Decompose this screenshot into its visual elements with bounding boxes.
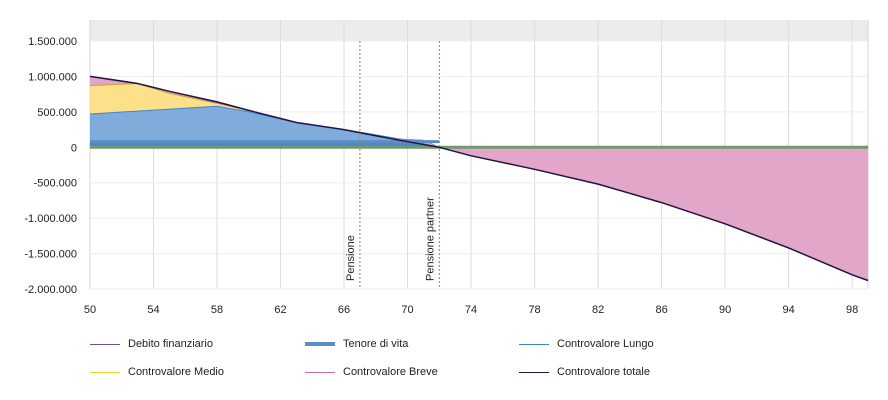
y-tick-label-0: 1.500.000 xyxy=(28,36,77,48)
x-tick-label-0: 50 xyxy=(84,304,96,316)
x-tick-label-5: 70 xyxy=(401,304,413,316)
legend-swatch-debito xyxy=(90,343,120,345)
legend-label-debito: Debito finanziario xyxy=(128,338,213,350)
x-tick-label-8: 82 xyxy=(592,304,604,316)
legend-item-debito[interactable]: Debito finanziario xyxy=(90,336,213,352)
markers: Pensione Pensione partner xyxy=(345,41,440,289)
legend-swatch-breve xyxy=(305,371,335,373)
x-tick-label-2: 58 xyxy=(211,304,223,316)
series-lines xyxy=(89,75,869,282)
legend-label-tenore: Tenore di vita xyxy=(343,338,409,350)
x-tick-label-4: 66 xyxy=(338,304,350,316)
marker-label-1: Pensione partner xyxy=(424,197,436,281)
line-controvalore-totale xyxy=(89,75,869,282)
x-tick-labels: 50 54 58 62 66 70 74 78 82 86 90 94 98 xyxy=(84,304,858,316)
x-tick-label-1: 54 xyxy=(147,304,159,316)
x-tick-label-12: 98 xyxy=(846,304,858,316)
x-tick-label-10: 90 xyxy=(719,304,731,316)
legend-label-lungo: Controvalore Lungo xyxy=(557,338,654,350)
y-tick-label-7: -2.000.000 xyxy=(24,284,77,296)
y-tick-labels: 1.500.000 1.000.000 500.000 0 -500.000 -1.000… xyxy=(24,36,77,296)
legend-item-tenore[interactable]: Tenore di vita xyxy=(305,336,408,352)
y-tick-label-2: 500.000 xyxy=(37,107,77,119)
y-tick-label-5: -1.000.000 xyxy=(24,213,77,225)
y-tick-label-6: -1.500.000 xyxy=(24,249,77,261)
chart: Pensione Pensione partner 1.500.000 1.000.… xyxy=(24,20,869,316)
legend-label-medio: Controvalore Medio xyxy=(128,366,224,378)
legend-swatch-tenore xyxy=(305,342,335,346)
legend-item-breve[interactable]: Controvalore Breve xyxy=(305,364,438,380)
legend-swatch-lungo xyxy=(519,343,549,345)
top-band xyxy=(90,20,868,41)
y-tick-label-3: 0 xyxy=(71,142,77,154)
legend-swatch-medio xyxy=(90,371,120,373)
legend: Debito finanziario Tenore di vita Contro… xyxy=(0,330,888,390)
legend-swatch-totale xyxy=(519,371,549,373)
area-controvalore-lungo xyxy=(90,106,440,148)
legend-label-breve: Controvalore Breve xyxy=(343,366,438,378)
y-tick-label-4: -500.000 xyxy=(34,178,77,190)
x-tick-label-9: 86 xyxy=(655,304,667,316)
x-tick-label-7: 78 xyxy=(528,304,540,316)
x-tick-label-3: 62 xyxy=(274,304,286,316)
area-controvalore-breve xyxy=(90,76,868,281)
x-tick-label-6: 74 xyxy=(465,304,477,316)
legend-item-lungo[interactable]: Controvalore Lungo xyxy=(519,336,654,352)
x-tick-label-11: 94 xyxy=(782,304,794,316)
y-tick-label-1: 1.000.000 xyxy=(28,71,77,83)
legend-label-totale: Controvalore totale xyxy=(557,366,650,378)
legend-item-medio[interactable]: Controvalore Medio xyxy=(90,364,224,380)
marker-label-0: Pensione xyxy=(345,235,357,281)
legend-item-totale[interactable]: Controvalore totale xyxy=(519,364,650,380)
